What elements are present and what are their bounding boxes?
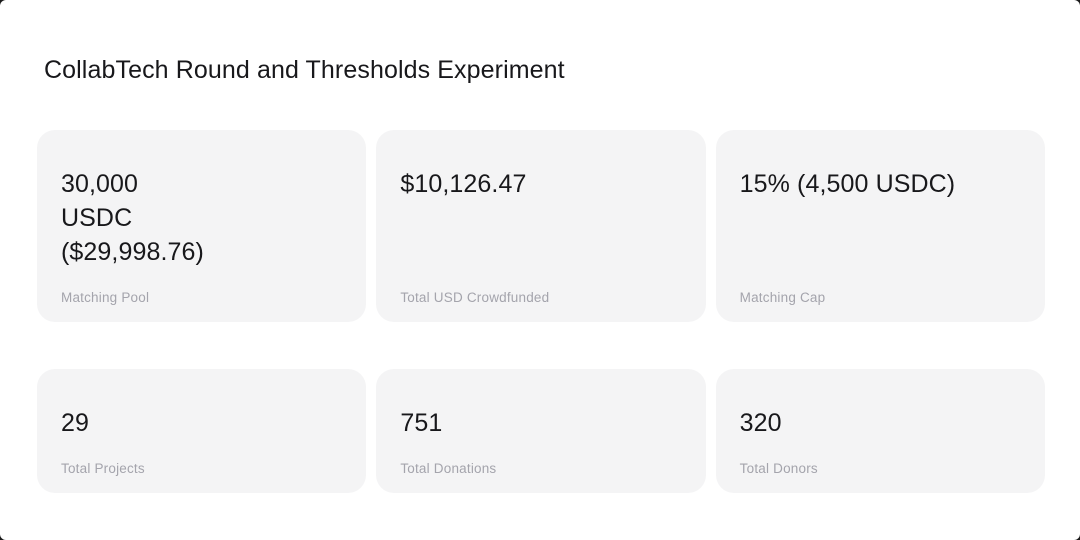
stats-grid: 30,000 USDC ($29,998.76) Matching Pool $… <box>37 130 1045 493</box>
matching-cap-label: Matching Cap <box>739 290 826 305</box>
total-donors-value: 320 <box>739 409 782 437</box>
total-projects-value: 29 <box>61 409 90 437</box>
matching-pool-label: Matching Pool <box>61 290 150 305</box>
matching-pool-value: 30,000 USDC ($29,998.76) <box>61 170 204 266</box>
stat-card-total-projects: 29 Total Projects <box>37 369 367 493</box>
total-donations-value: 751 <box>400 409 443 437</box>
total-donations-label: Total Donations <box>400 461 497 476</box>
stat-card-matching-pool: 30,000 USDC ($29,998.76) Matching Pool <box>37 130 367 322</box>
stat-card-total-donations: 751 Total Donations <box>376 369 706 493</box>
stat-card-matching-cap: 15% (4,500 USDC) Matching Cap <box>715 130 1045 322</box>
total-usd-crowdfunded-value: $10,126.47 <box>400 170 527 198</box>
stat-card-total-usd-crowdfunded: $10,126.47 Total USD Crowdfunded <box>376 130 706 322</box>
stat-card-total-donors: 320 Total Donors <box>715 369 1045 493</box>
total-usd-crowdfunded-label: Total USD Crowdfunded <box>400 290 550 305</box>
total-donors-label: Total Donors <box>739 461 818 476</box>
page-title: CollabTech Round and Thresholds Experime… <box>44 56 565 84</box>
matching-cap-value: 15% (4,500 USDC) <box>739 170 956 198</box>
total-projects-label: Total Projects <box>61 461 145 476</box>
